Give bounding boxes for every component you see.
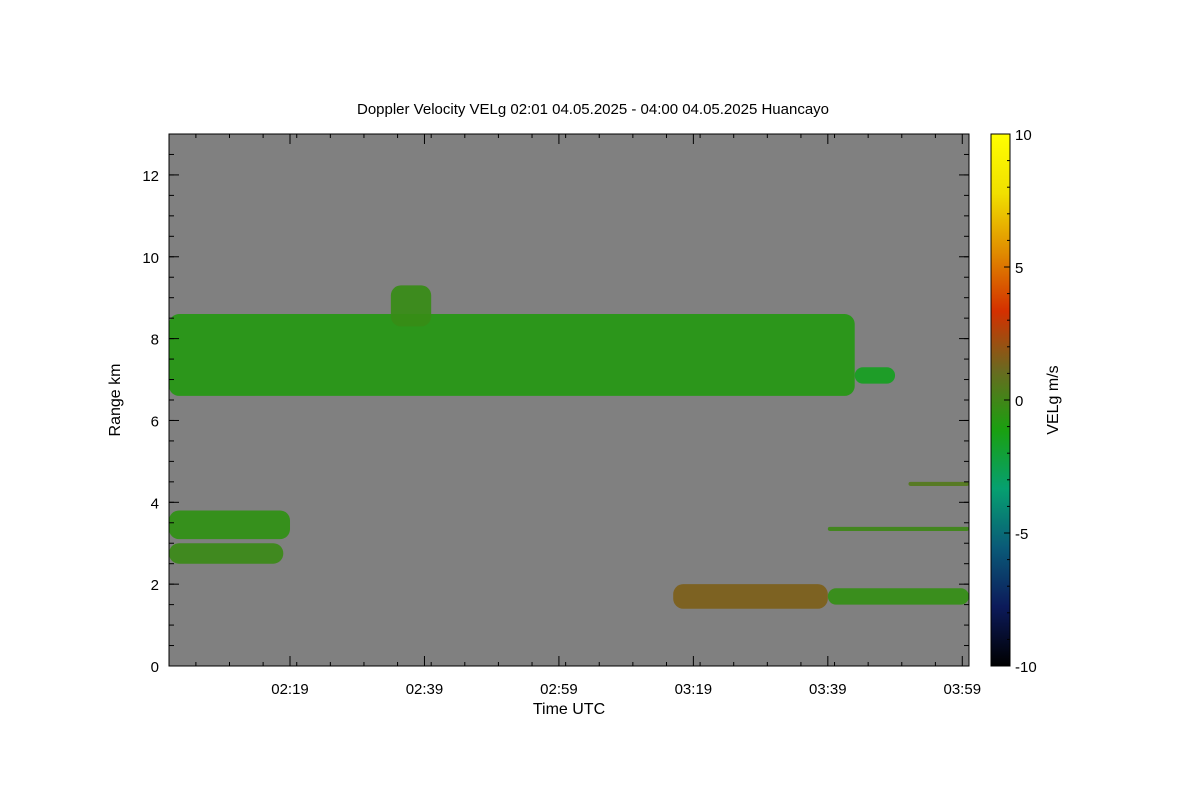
echo-region-1 [390, 285, 432, 327]
echo-region-7 [827, 526, 969, 531]
echo-region-4 [169, 543, 284, 564]
x-tick-label: 03:59 [944, 681, 982, 698]
y-tick-label: 2 [151, 577, 159, 594]
echo-region-6 [827, 588, 969, 605]
colorbar-tick-label: 5 [1015, 260, 1023, 277]
echo-region-5 [673, 584, 828, 609]
colorbar-tick-label: -10 [1015, 659, 1037, 676]
y-tick-label: 12 [142, 168, 159, 185]
colorbar-tick-label: -5 [1015, 526, 1028, 543]
echo-region-2 [854, 367, 896, 384]
y-axis: 0 2 4 6 8 10 12 [142, 153, 969, 676]
x-axis-label: Time UTC [533, 701, 605, 718]
x-tick-label: 03:19 [675, 681, 713, 698]
chart-title: Doppler Velocity VELg 02:01 04.05.2025 -… [357, 101, 829, 118]
y-tick-label: 8 [151, 332, 159, 349]
echo-regions [169, 285, 969, 609]
y-axis-label: Range km [107, 364, 124, 437]
echo-region-0 [169, 314, 855, 396]
echo-region-3 [169, 510, 291, 540]
echo-region-8 [908, 481, 969, 486]
colorbar-tick-label: 10 [1015, 127, 1032, 144]
x-tick-label: 02:19 [271, 681, 309, 698]
y-tick-label: 6 [151, 413, 159, 430]
x-tick-label: 02:59 [540, 681, 578, 698]
y-tick-label: 0 [151, 659, 159, 676]
colorbar-ticks: 10 5 0 -5 -10 [1004, 127, 1037, 676]
y-tick-label: 10 [142, 250, 159, 267]
colorbar-tick-label: 0 [1015, 393, 1023, 410]
colorbar-label: VELg m/s [1045, 365, 1062, 434]
y-tick-label: 4 [151, 495, 159, 512]
plot-area [169, 134, 969, 666]
x-tick-label: 03:39 [809, 681, 847, 698]
x-tick-label: 02:39 [406, 681, 444, 698]
x-axis: 02:19 02:39 02:59 03:19 03:39 03:59 [195, 134, 982, 698]
